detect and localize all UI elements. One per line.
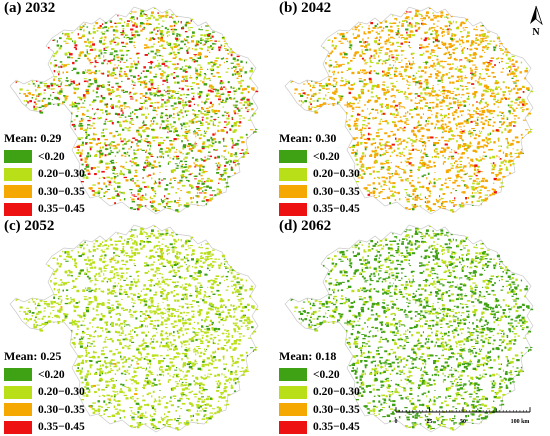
region-outline (9, 224, 259, 433)
legend-swatch (4, 150, 32, 164)
legend-row: 0.35−0.45 (279, 419, 360, 436)
panel-2052: (c) 2052 Mean: 0.25 <0.20 0.20−0.30 0.30… (0, 218, 275, 436)
north-arrow-icon: N (530, 5, 543, 36)
legend-label: 0.20−0.30 (38, 386, 85, 399)
legend-label: 0.35−0.45 (313, 421, 360, 434)
panel-title: (a) 2032 (4, 0, 56, 16)
legend-row: 0.30−0.35 (4, 401, 85, 419)
scale-tick-label: 100 km (511, 419, 530, 425)
legend-swatch (4, 368, 32, 382)
legend-label: 0.20−0.30 (313, 386, 360, 399)
scale-ticks: 0 25 50 100 km (395, 407, 531, 425)
legend-row: 0.30−0.35 (4, 183, 85, 201)
legend-row: 0.30−0.35 (279, 183, 360, 201)
cover-patches (290, 7, 534, 213)
legend-swatch (4, 420, 32, 434)
map-2062 (284, 224, 534, 433)
map-2042 (284, 6, 534, 215)
mean-value: Mean: 0.30 (279, 131, 337, 145)
legend-label: 0.20−0.30 (38, 168, 85, 181)
region-outline (284, 224, 534, 433)
region-outline (9, 6, 259, 215)
scale-tick-label: 25 (427, 419, 433, 425)
legend-row: 0.35−0.45 (4, 419, 85, 436)
legend-label: 0.20−0.30 (313, 168, 360, 181)
panel-title: (d) 2062 (279, 218, 332, 234)
mean-value: Mean: 0.25 (4, 349, 62, 363)
legend-row: <0.20 (4, 148, 85, 166)
legend-swatch (4, 185, 32, 199)
legend-row: <0.20 (279, 148, 360, 166)
legend-swatch (4, 385, 32, 399)
region-outline (284, 6, 534, 215)
legend-swatch (279, 420, 307, 434)
legend: Mean: 0.30 <0.20 0.20−0.30 0.30−0.35 0.3… (279, 131, 360, 218)
panel-2032: (a) 2032 Mean: 0.29 <0.20 0.20−0.30 0.30… (0, 0, 275, 218)
legend-swatch (279, 368, 307, 382)
legend-swatch (279, 167, 307, 181)
legend-swatch (279, 403, 307, 417)
scale-tick-label: 0 (395, 419, 398, 425)
mean-value: Mean: 0.29 (4, 131, 62, 145)
legend-row: 0.20−0.30 (4, 166, 85, 184)
legend-swatch (4, 403, 32, 417)
north-label: N (532, 27, 540, 36)
panel-title: (c) 2052 (4, 218, 55, 234)
scale-bar: 0 25 50 100 km (395, 407, 531, 425)
legend-row: <0.20 (4, 366, 85, 384)
legend-row: 0.30−0.35 (279, 401, 360, 419)
legend-swatch (279, 185, 307, 199)
cover-patches (290, 225, 534, 431)
legend-label: <0.20 (38, 368, 65, 381)
legend-label: <0.20 (313, 150, 340, 163)
panel-title: (b) 2042 (279, 0, 332, 16)
legend-row: 0.20−0.30 (279, 166, 360, 184)
panel-2062: (d) 2062 Mean: 0.18 <0.20 0.20−0.30 0.30… (275, 218, 550, 436)
legend-swatch (279, 385, 307, 399)
legend: Mean: 0.18 <0.20 0.20−0.30 0.30−0.35 0.3… (279, 349, 360, 436)
legend-row: 0.35−0.45 (4, 201, 85, 219)
legend-row: 0.20−0.30 (4, 384, 85, 402)
panel-2042: (b) 2042 Mean: 0.30 <0.20 0.20−0.30 0.30… (275, 0, 550, 218)
legend-label: <0.20 (313, 368, 340, 381)
legend-row: 0.20−0.30 (279, 384, 360, 402)
cover-patches (15, 225, 259, 431)
legend-row: <0.20 (279, 366, 360, 384)
legend: Mean: 0.29 <0.20 0.20−0.30 0.30−0.35 0.3… (4, 131, 85, 218)
mean-value: Mean: 0.18 (279, 349, 337, 363)
legend-swatch (4, 167, 32, 181)
legend-label: 0.35−0.45 (38, 203, 85, 216)
map-2032 (9, 6, 259, 215)
legend-label: 0.30−0.35 (313, 403, 360, 416)
scale-tick-label: 50 (460, 419, 466, 425)
legend: Mean: 0.25 <0.20 0.20−0.30 0.30−0.35 0.3… (4, 349, 85, 436)
legend-swatch (4, 202, 32, 216)
legend-label: 0.35−0.45 (38, 421, 85, 434)
map-2052 (9, 224, 259, 433)
legend-row: 0.35−0.45 (279, 201, 360, 219)
legend-label: <0.20 (38, 150, 65, 163)
legend-swatch (279, 202, 307, 216)
cover-patches (15, 7, 259, 213)
legend-label: 0.30−0.35 (38, 403, 85, 416)
legend-label: 0.35−0.45 (313, 203, 360, 216)
legend-label: 0.30−0.35 (313, 185, 360, 198)
legend-swatch (279, 150, 307, 164)
legend-label: 0.30−0.35 (38, 185, 85, 198)
